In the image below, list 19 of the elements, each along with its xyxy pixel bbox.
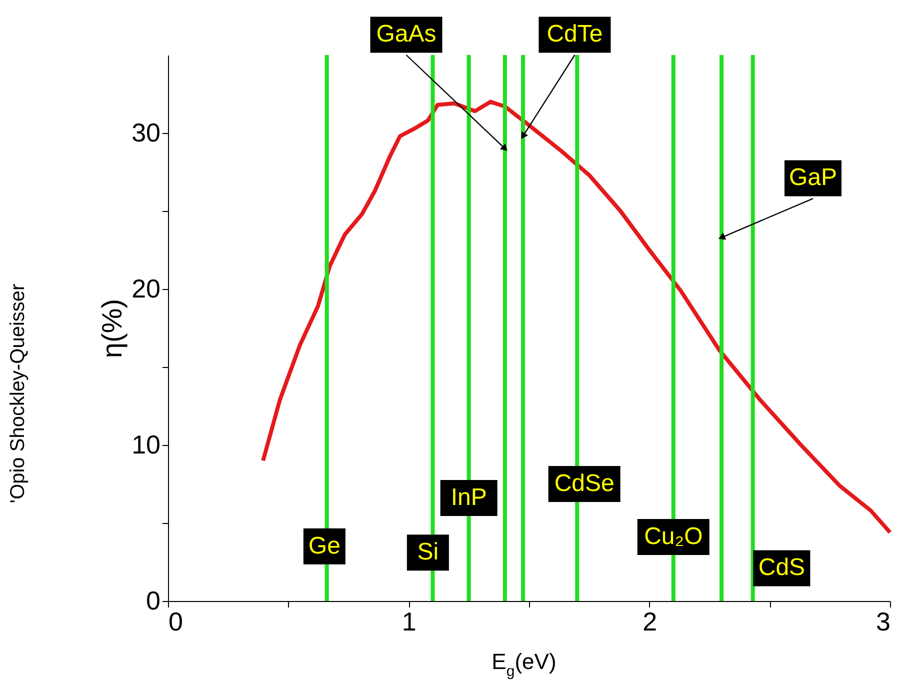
x-tick-label: 2 bbox=[642, 606, 658, 636]
ref-line-label: Si bbox=[417, 538, 439, 566]
ref-line-label: CdSe bbox=[554, 470, 614, 497]
ref-line-label: InP bbox=[450, 484, 487, 512]
y-tick-label: 20 bbox=[132, 274, 160, 304]
ref-line-label: Ge bbox=[308, 532, 340, 560]
x-tick-label: 0 bbox=[168, 606, 183, 636]
x-tick-label: 3 bbox=[876, 606, 890, 636]
ref-line-label: CdS bbox=[758, 554, 806, 582]
y-axis-title: η(%) bbox=[96, 298, 128, 358]
ref-line-label: GaAs bbox=[376, 20, 436, 48]
ref-line-label: Cu₂O bbox=[644, 523, 703, 550]
y-tick-label: 30 bbox=[132, 118, 160, 148]
y-tick-label: 10 bbox=[132, 430, 160, 460]
ref-line-label: CdTe bbox=[546, 20, 603, 48]
text: ʹOpio Shockley-Queisser bbox=[7, 283, 29, 504]
ref-line-label: GaP bbox=[788, 164, 837, 192]
x-tick-label: 1 bbox=[402, 606, 416, 636]
y-tick-label: 0 bbox=[146, 586, 160, 616]
